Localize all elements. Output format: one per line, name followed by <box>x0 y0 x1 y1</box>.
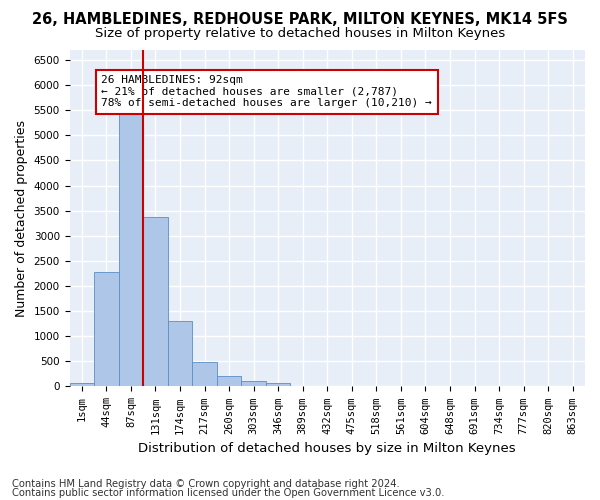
Text: 26, HAMBLEDINES, REDHOUSE PARK, MILTON KEYNES, MK14 5FS: 26, HAMBLEDINES, REDHOUSE PARK, MILTON K… <box>32 12 568 28</box>
Bar <box>70 383 94 386</box>
Text: Contains HM Land Registry data © Crown copyright and database right 2024.: Contains HM Land Registry data © Crown c… <box>12 479 400 489</box>
Bar <box>119 113 143 386</box>
Bar <box>143 216 168 386</box>
Bar <box>217 376 241 386</box>
Bar <box>168 320 192 386</box>
Bar <box>192 362 217 386</box>
X-axis label: Distribution of detached houses by size in Milton Keynes: Distribution of detached houses by size … <box>139 442 516 455</box>
Bar <box>94 272 119 386</box>
Text: Contains public sector information licensed under the Open Government Licence v3: Contains public sector information licen… <box>12 488 445 498</box>
Bar <box>241 382 266 386</box>
Bar <box>266 384 290 386</box>
Text: 26 HAMBLEDINES: 92sqm
← 21% of detached houses are smaller (2,787)
78% of semi-d: 26 HAMBLEDINES: 92sqm ← 21% of detached … <box>101 75 432 108</box>
Text: Size of property relative to detached houses in Milton Keynes: Size of property relative to detached ho… <box>95 28 505 40</box>
Y-axis label: Number of detached properties: Number of detached properties <box>15 120 28 316</box>
